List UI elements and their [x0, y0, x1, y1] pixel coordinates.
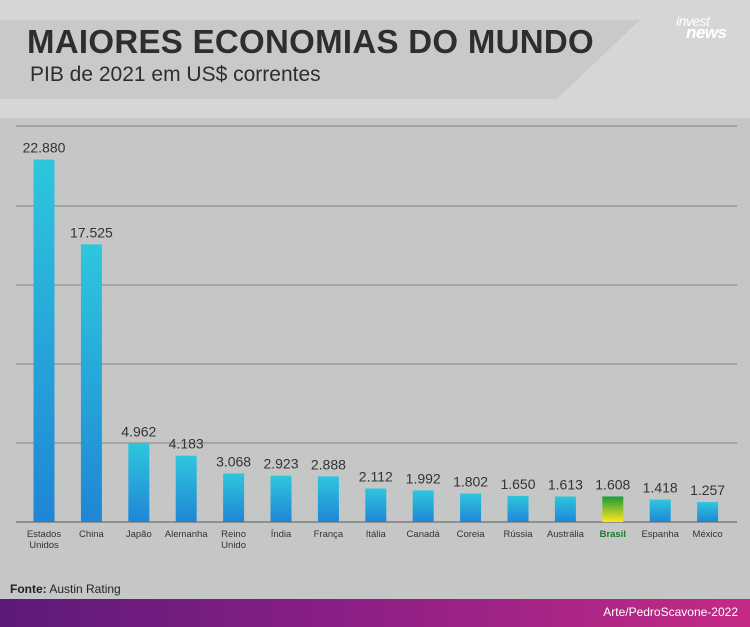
- category-label: Itália: [366, 529, 387, 540]
- category-label-highlighted: Brasil: [600, 529, 626, 540]
- value-label: 1.650: [500, 476, 535, 492]
- value-label: 2.112: [359, 469, 393, 485]
- category-label: Rússia: [503, 529, 533, 540]
- bar: [80, 244, 102, 522]
- category-label: China: [79, 529, 105, 540]
- bar: [460, 493, 482, 522]
- value-label: 2.888: [311, 456, 346, 472]
- value-label: 1.257: [690, 482, 725, 498]
- bar: [175, 455, 197, 522]
- category-label: México: [693, 529, 723, 540]
- category-label: Coreia: [457, 529, 486, 540]
- bar: [317, 476, 339, 522]
- bar: [365, 488, 387, 522]
- value-label: 4.962: [121, 423, 156, 439]
- bar-chart: 22.880 17.525 4.962 4.183 3.068 2.923 2.888 2.1…: [16, 125, 737, 551]
- source-value: Austin Rating: [49, 582, 121, 596]
- category-label: Austrália: [547, 529, 585, 540]
- value-label: 1.613: [548, 477, 583, 493]
- brand-logo: invest news: [676, 14, 740, 44]
- value-label: 3.068: [216, 453, 251, 469]
- value-label: 2.923: [263, 456, 298, 472]
- value-label: 1.802: [453, 474, 488, 490]
- data-labels: 22.880 17.525 4.962 4.183 3.068 2.923 2.888 2.1…: [23, 140, 726, 499]
- bar: [270, 475, 292, 522]
- chart-title: MAIORES ECONOMIAS DO MUNDO: [27, 23, 594, 60]
- category-label: França: [314, 529, 344, 540]
- title-box: [0, 20, 640, 99]
- source-label: Fonte:: [10, 582, 47, 596]
- credit-text: Arte/PedroScavone-2022: [603, 605, 738, 619]
- value-label: 22.880: [23, 140, 66, 156]
- category-label: Reino Unido: [221, 529, 246, 551]
- value-label: 4.183: [169, 436, 204, 452]
- value-label: 1.992: [406, 470, 441, 486]
- bar: [128, 443, 150, 522]
- bar: [649, 499, 671, 522]
- brand-logo-line2: news: [686, 23, 727, 42]
- source-note: Fonte: Austin Rating: [10, 582, 121, 596]
- bar: [554, 496, 576, 522]
- category-label: Espanha: [641, 529, 679, 540]
- bar: [697, 502, 719, 522]
- bar-highlighted: [602, 496, 624, 522]
- category-label: Estados Unidos: [27, 529, 62, 551]
- bar: [507, 495, 529, 522]
- category-label: Índia: [271, 529, 292, 540]
- value-label: 1.608: [595, 477, 630, 493]
- bar-series: [33, 159, 719, 522]
- category-label: Canadá: [407, 529, 441, 540]
- bar: [223, 473, 245, 522]
- category-label: Japão: [126, 529, 152, 540]
- bar: [412, 490, 434, 522]
- footer-bar: Arte/PedroScavone-2022: [0, 599, 750, 627]
- brand-logo-line1: invest: [676, 13, 710, 29]
- bar: [33, 159, 55, 522]
- value-label: 1.418: [643, 480, 678, 496]
- grid-lines: [16, 125, 737, 523]
- category-label: Alemanha: [165, 529, 208, 540]
- chart-subtitle: PIB de 2021 em US$ correntes: [30, 63, 321, 86]
- category-labels: Estados Unidos China Japão Alemanha Reino Unid…: [27, 529, 723, 551]
- value-label: 17.525: [70, 224, 113, 240]
